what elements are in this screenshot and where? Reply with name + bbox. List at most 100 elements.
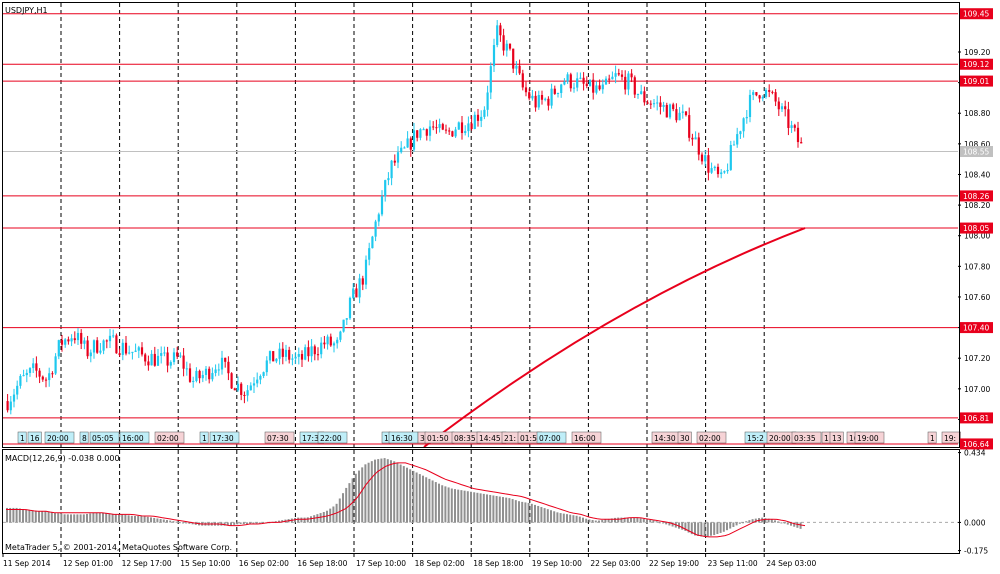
macd-hist-bar-226 [729, 522, 732, 529]
candle-body-218 [704, 155, 707, 162]
candle-body-7 [28, 368, 32, 373]
candle-body-82 [268, 351, 272, 361]
trade-marker-label-33: 19: [944, 434, 956, 443]
candle-body-25 [86, 340, 89, 357]
macd-hist-bar-54 [178, 522, 181, 524]
trade-marker-label-9: 07:30 [267, 434, 289, 443]
candle-body-92 [300, 354, 304, 360]
level-label-bg-2 [960, 75, 993, 87]
candle-body-32 [108, 335, 112, 342]
y-tick-label-7: 107.80 [964, 262, 990, 271]
candle-body-189 [611, 76, 614, 80]
candle-body-153 [496, 25, 499, 46]
macd-hist-bar-115 [374, 459, 376, 523]
trade-marker-label-2: 20:00 [47, 434, 69, 443]
candle-body-224 [723, 171, 726, 173]
macd-hist-bar-29 [98, 512, 101, 523]
trade-marker-box-11 [317, 431, 348, 444]
macd-hist-bar-117 [380, 458, 383, 523]
trade-marker-box-21 [571, 431, 602, 444]
candle-body-1 [9, 401, 12, 411]
macd-hist-bar-189 [610, 518, 613, 523]
macd-hist-bar-124 [402, 466, 405, 523]
candle-body-24 [83, 340, 86, 344]
candle-body-215 [694, 137, 697, 140]
macd-hist-bar-27 [92, 512, 95, 523]
trade-marker-label-19: 01:5 [520, 434, 537, 443]
macd-hist-bar-199 [642, 518, 645, 523]
trade-marker-box-3 [79, 431, 89, 444]
candle-body-104 [339, 331, 342, 340]
candle-body-21 [73, 338, 76, 341]
macd-hist-bar-6 [25, 509, 28, 523]
candle-body-126 [409, 138, 412, 150]
candle-body-3 [16, 385, 19, 395]
macd-hist-bar-48 [159, 518, 162, 523]
x-tick-label-9: 19 Sep 10:00 [532, 559, 582, 568]
candle-body-200 [646, 102, 649, 104]
candle-body-204 [659, 102, 662, 107]
macd-hist-bar-234 [754, 518, 757, 523]
macd-hist-bar-131 [425, 477, 428, 523]
macd-hist-bar-163 [527, 502, 530, 523]
candle-body-71 [233, 388, 236, 391]
macd-hist-bar-211 [681, 522, 684, 530]
macd-hist-bar-157 [508, 498, 511, 523]
macd-hist-bar-158 [511, 499, 514, 523]
candle-body-187 [604, 78, 608, 85]
candle-body-179 [579, 77, 582, 79]
trend-line[interactable] [423, 227, 806, 448]
macd-hist-bar-242 [780, 522, 783, 524]
candle-body-180 [582, 77, 585, 84]
candle-body-67 [220, 357, 224, 370]
candle-body-185 [598, 85, 601, 90]
trade-markers: 1 16 20:00 8 05:05 16:00 02:00 1 17:30 07:30 17:3 2… [17, 431, 961, 444]
horizontal-levels[interactable] [3, 13, 958, 445]
macd-hist-bar-220 [710, 522, 712, 536]
macd-hist-bar-166 [537, 505, 540, 523]
candle-body-214 [691, 137, 694, 140]
candle-body-220 [710, 168, 713, 173]
candle-body-79 [259, 376, 262, 380]
macd-hist-bar-125 [406, 467, 408, 523]
x-tick-label-0: 11 Sep 2014 [3, 559, 51, 568]
candle-body-135 [438, 124, 441, 128]
candle-body-17 [60, 340, 64, 345]
macd-hist-bar-200 [646, 519, 648, 523]
macd-hist-bar-4 [18, 508, 21, 523]
candle-body-207 [668, 104, 672, 118]
candle-body-127 [412, 130, 416, 150]
candle-body-81 [265, 360, 268, 373]
candle-body-119 [387, 178, 390, 181]
x-tick-label-4: 16 Sep 02:00 [239, 559, 289, 568]
macd-hist-bar-128 [415, 472, 418, 523]
candle-body-91 [297, 354, 300, 357]
trade-marker-box-33 [941, 431, 961, 444]
level-label-6: 106.81 [963, 414, 989, 423]
candle-body-59 [195, 370, 198, 381]
candle-body-74 [243, 394, 246, 396]
macd-hist-bar-160 [518, 501, 520, 523]
macd-hist-bar-188 [607, 518, 610, 523]
candle-body-14 [51, 373, 54, 375]
candle-body-199 [643, 91, 646, 103]
x-tick-label-11: 22 Sep 19:00 [649, 559, 699, 568]
trade-marker-label-15: 01:50 [427, 434, 449, 443]
macd-hist-bar-243 [783, 522, 786, 524]
macd-hist-bar-156 [505, 497, 508, 523]
candle-body-131 [425, 129, 428, 136]
macd-hist-bar-136 [441, 485, 444, 523]
trade-marker-label-7: 1 [202, 434, 207, 443]
macd-hist-bar-145 [470, 491, 472, 523]
macd-hist-bar-18 [63, 514, 66, 523]
macd-hist-bar-213 [687, 522, 690, 533]
candle-body-162 [524, 87, 528, 93]
candle-body-89 [291, 358, 294, 360]
candle-body-16 [57, 340, 60, 357]
x-tick-label-5: 16 Sep 18:00 [297, 559, 347, 568]
macd-hist-bar-76 [249, 522, 252, 524]
candle-body-175 [566, 74, 569, 82]
